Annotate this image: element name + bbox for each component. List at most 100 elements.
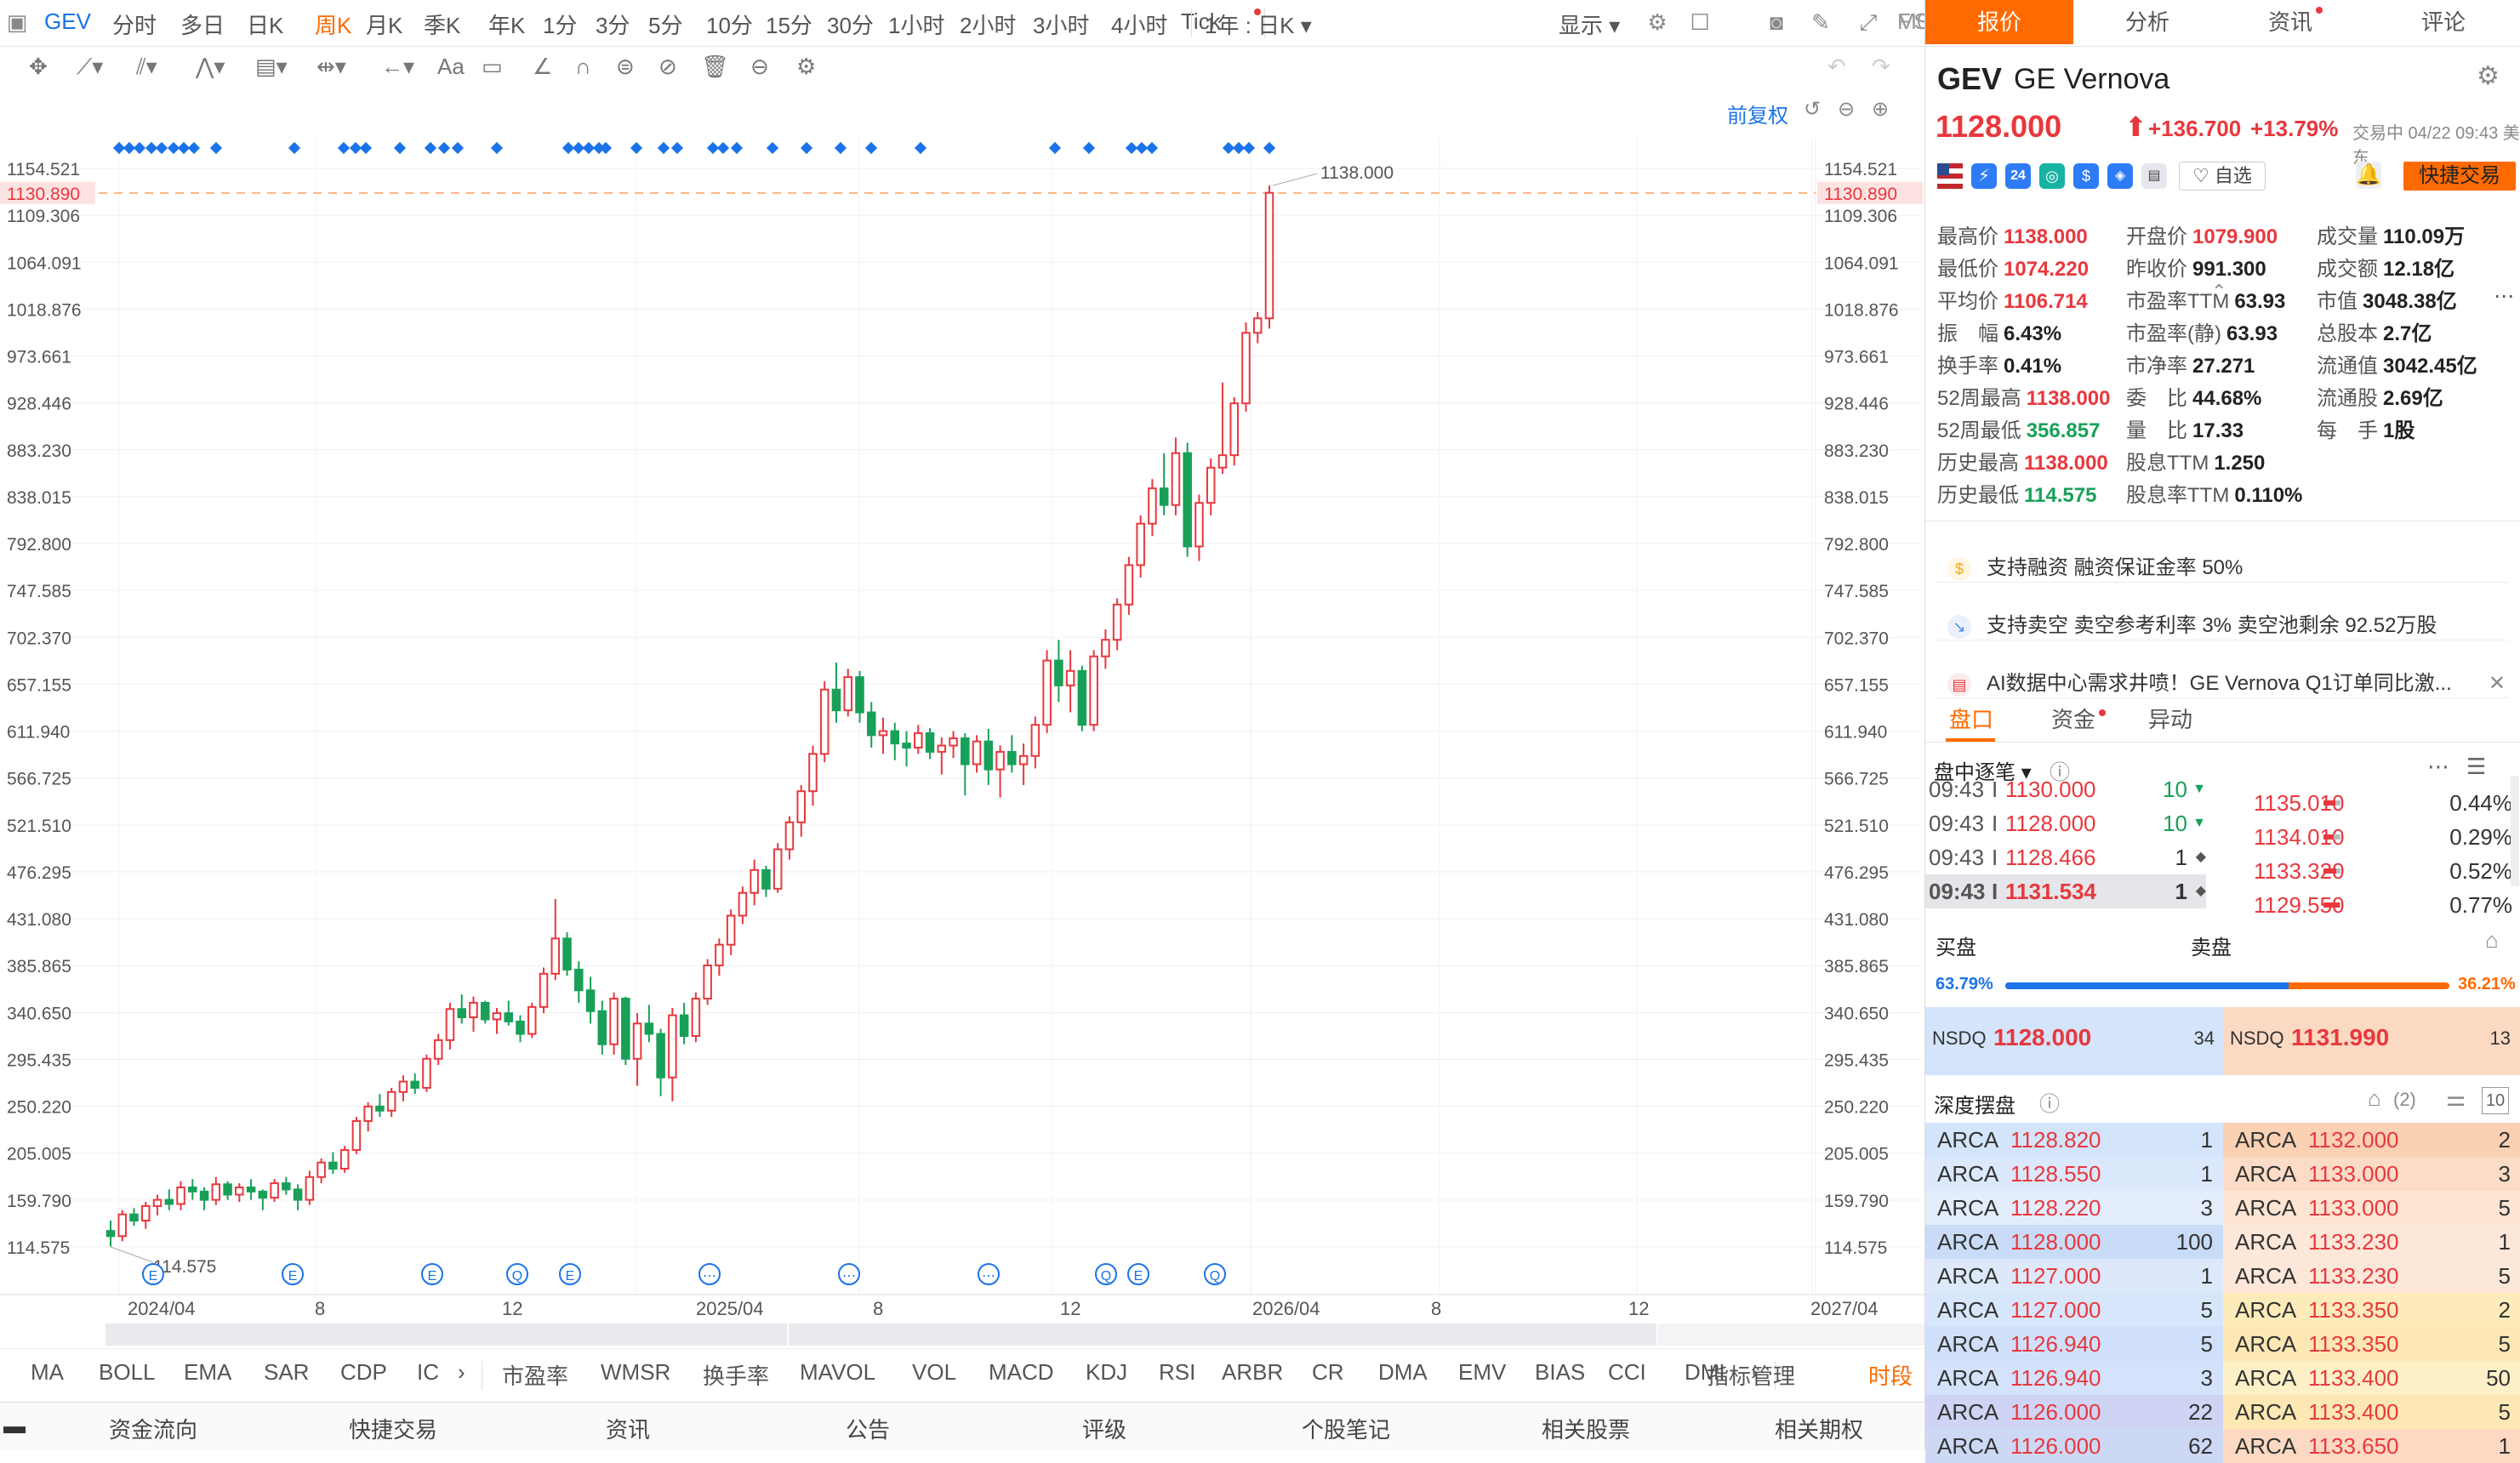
timeframe-10[interactable]: 10分 (706, 13, 753, 38)
pen-icon[interactable]: ✎ (1811, 9, 1830, 35)
notice-1[interactable]: ↘ 支持卖空 卖空参考利率 3% 卖空池剩余 92.52万股 (1947, 602, 2506, 650)
options-icon[interactable]: ◎ (2039, 163, 2065, 189)
indicator-2[interactable]: EMA (184, 1359, 232, 1385)
compare-button[interactable]: VS (1899, 9, 1929, 34)
close-icon[interactable]: ✕ (2488, 672, 2506, 695)
notice-2[interactable]: ▤ AI数据中心需求井喷！GE Vernova Q1订单同比激... ✕ (1947, 660, 2506, 708)
indicator-13[interactable]: RSI (1159, 1359, 1196, 1385)
indicator-more-icon[interactable]: › (1751, 1359, 1759, 1385)
indicator-10[interactable]: VOL (912, 1359, 957, 1385)
collapse-chevron-icon[interactable]: ⌃ (2211, 281, 2227, 302)
timeframe-15[interactable]: 3小时 (1033, 13, 1090, 38)
fio-button[interactable]: FI0 (1897, 9, 1930, 34)
timeframe-4[interactable]: 月K (366, 13, 403, 38)
zoom-out-icon[interactable]: ⊖ (1838, 98, 1856, 121)
timeframe-8[interactable]: 3分 (596, 13, 630, 38)
indicator-3[interactable]: SAR (264, 1359, 310, 1385)
pattern-icon[interactable]: ⋀▾ (196, 54, 225, 79)
hide-icon[interactable]: ⊘ (659, 54, 677, 79)
quote-tab-3[interactable]: 评论 (2420, 9, 2466, 35)
depth-level-button[interactable]: 10 (2482, 1087, 2509, 1114)
indicator-12[interactable]: KDJ (1086, 1359, 1128, 1385)
indicator-5[interactable]: IC (417, 1359, 439, 1385)
fib-icon[interactable]: ▤▾ (255, 54, 288, 79)
sub-tab-2[interactable]: 异动 (2148, 707, 2193, 732)
link-icon[interactable]: ⊖ (750, 54, 769, 79)
bottom-tab-3[interactable]: 公告 (846, 1417, 891, 1443)
timeframe-5[interactable]: 季K (424, 13, 461, 38)
depth-info-icon[interactable]: ⓘ (2039, 1093, 2060, 1116)
indicator-manage-button[interactable]: 指标管理 (1707, 1363, 1796, 1389)
draw-settings-icon[interactable]: ⚙ (796, 54, 817, 79)
more-icon[interactable]: ⋯ (2427, 754, 2449, 779)
timeframe-0[interactable]: 分时 (112, 13, 157, 38)
kline-chart[interactable]: 1154.521 1154.521 1109.306 1109.306 1064.091… (0, 87, 1925, 1416)
redo-icon[interactable]: ↷ (1872, 54, 1890, 79)
quote-tab-1[interactable]: 分析 (2124, 9, 2169, 35)
ticks-title[interactable]: 盘中逐笔 ▾ (1934, 761, 2032, 784)
timeframe-17[interactable]: Tick (1181, 9, 1221, 34)
exchange-icon[interactable]: ⌂ (2368, 1085, 2381, 1111)
exchange-count[interactable]: (2) (2393, 1089, 2416, 1110)
period-button[interactable]: 时段 (1868, 1363, 1913, 1389)
notice-0[interactable]: $ 支持融资 融资保证金率 50% (1947, 544, 2506, 592)
timeframe-7[interactable]: 1分 (543, 13, 578, 38)
indicator-19[interactable]: CCI (1608, 1359, 1646, 1385)
indicator-1[interactable]: BOLL (99, 1359, 156, 1385)
note-icon[interactable]: ▤ (2141, 163, 2167, 189)
sub-tab-0[interactable]: 盘口 (1949, 707, 1994, 732)
lock-icon[interactable]: ⊜ (616, 54, 635, 79)
symbol-label[interactable]: GEV (44, 9, 91, 34)
lightning-icon[interactable]: ⚡ (1971, 163, 1997, 189)
layout-icon[interactable]: ☐ (1690, 9, 1710, 35)
indicator-0[interactable]: MA (31, 1359, 64, 1385)
text-icon[interactable]: Aa (437, 54, 465, 79)
timeframe-6[interactable]: 年K (488, 13, 526, 38)
indicator-7[interactable]: WMSR (601, 1359, 671, 1385)
indicator-15[interactable]: CR (1312, 1359, 1344, 1385)
24h-trading-icon[interactable]: 24 (2005, 163, 2031, 189)
bottom-tab-2[interactable]: 资讯 (606, 1417, 651, 1443)
bottom-tab-6[interactable]: 相关股票 (1542, 1417, 1631, 1443)
timeframe-1[interactable]: 多日 (180, 13, 225, 38)
fullscreen-icon[interactable]: ⤢ (1859, 9, 1878, 35)
timeframe-2[interactable]: 日K (247, 13, 284, 38)
timeframe-9[interactable]: 5分 (648, 13, 683, 38)
dollar-icon[interactable]: $ (2073, 163, 2099, 189)
trendline-icon[interactable]: ⟋▾ (77, 54, 104, 79)
ticks-scrollbar[interactable] (2511, 776, 2519, 886)
angle-icon[interactable]: ∠ (533, 54, 553, 79)
bottom-tab-0[interactable]: 资金流向 (109, 1417, 198, 1443)
settings-gear-icon[interactable]: ⚙ (1647, 9, 1668, 35)
list-icon[interactable]: ☰ (2466, 754, 2487, 779)
range-select[interactable]: 1年 : 日K ▾ (1205, 13, 1312, 38)
comment-icon[interactable]: ▭ (482, 54, 503, 79)
bottom-tab-4[interactable]: 评级 (1082, 1417, 1127, 1443)
bottom-tab-5[interactable]: 个股笔记 (1302, 1417, 1391, 1443)
indicator-9[interactable]: MAVOL (800, 1359, 876, 1385)
measure-icon[interactable]: ⇹▾ (316, 54, 346, 79)
panel-toggle-icon[interactable]: ▬ (3, 1413, 26, 1438)
settings-icon[interactable]: ⚙ (2477, 62, 2500, 90)
trash-icon[interactable]: 🗑 (701, 54, 730, 79)
bottom-tab-7[interactable]: 相关期权 (1775, 1417, 1864, 1443)
market-cap-more-icon[interactable]: ⋯ (2494, 285, 2514, 308)
tag-icon[interactable]: ◈ (2107, 163, 2133, 189)
timeframe-3[interactable]: 周K (315, 13, 352, 38)
bell-icon[interactable]: 🔔 (2356, 162, 2381, 189)
camera-icon[interactable]: ◙ (1770, 9, 1783, 35)
magnet-icon[interactable]: ∩ (575, 54, 591, 79)
timeframe-16[interactable]: 4小时 (1111, 13, 1168, 38)
indicator-16[interactable]: DMA (1378, 1359, 1428, 1385)
timeframe-14[interactable]: 2小时 (960, 13, 1017, 38)
indicator-scroll-right-icon[interactable]: › (458, 1359, 465, 1385)
indicator-11[interactable]: MACD (989, 1359, 1054, 1385)
info-icon[interactable]: ⓘ (2050, 761, 2070, 784)
indicator-18[interactable]: BIAS (1535, 1359, 1586, 1385)
indicator-20[interactable]: DMI (1685, 1359, 1725, 1385)
timeframe-11[interactable]: 15分 (766, 13, 812, 38)
reset-icon[interactable]: ↺ (1804, 98, 1822, 121)
sub-tab-1[interactable]: 资金 (2051, 703, 2107, 734)
depth-filter-icon[interactable]: ⚌ (2446, 1085, 2466, 1111)
bottom-tab-1[interactable]: 快捷交易 (349, 1417, 438, 1443)
